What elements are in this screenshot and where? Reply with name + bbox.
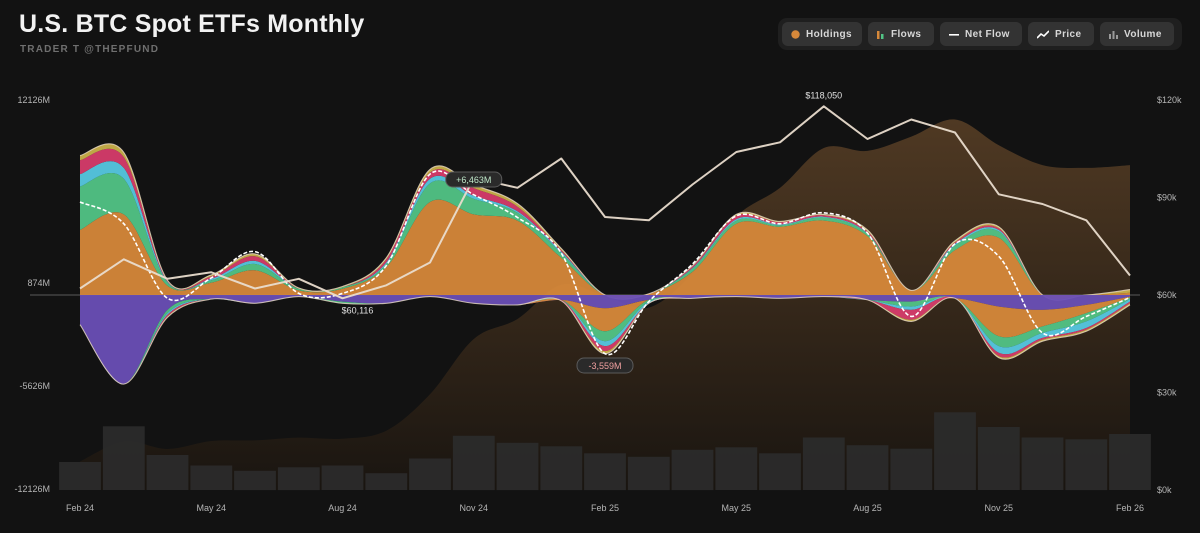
- volume-bar-jun-24: [234, 470, 276, 491]
- bars-icon: [877, 30, 885, 39]
- right-axis-tick-4: $0k: [1157, 485, 1172, 495]
- volume-bar-sep-24: [365, 473, 408, 490]
- volume-layer: [59, 412, 1151, 491]
- volume-bar-may-24: [190, 465, 233, 490]
- volume-bar-oct-25: [934, 412, 976, 490]
- x-axis-tick-2: Aug 24: [328, 503, 357, 513]
- toggle-price-label: Price: [1055, 28, 1082, 40]
- x-axis-tick-7: Nov 25: [984, 503, 1013, 513]
- toggle-volume-button[interactable]: Volume: [1100, 22, 1174, 46]
- volume-bar-may-25: [715, 447, 758, 490]
- toggle-volume-label: Volume: [1124, 28, 1162, 40]
- toggle-net-flow-label: Net Flow: [965, 28, 1010, 40]
- series-toggle-toolbar: Holdings Flows Net Flow Price Volume: [778, 18, 1182, 50]
- lines-layer: [79, 105, 1131, 356]
- volume-bar-feb-26: [1109, 434, 1151, 490]
- volume-bar-jan-26: [1065, 439, 1108, 491]
- dash-icon: [949, 30, 959, 39]
- right-axis-tick-0: $120k: [1157, 95, 1182, 105]
- volume-bar-jun-25: [759, 453, 801, 491]
- x-axis-tick-4: Feb 25: [591, 503, 619, 513]
- x-axis-tick-6: Aug 25: [853, 503, 882, 513]
- volume-bar-dec-24: [496, 442, 539, 491]
- page-title: U.S. BTC Spot ETFs Monthly: [19, 10, 365, 38]
- volume-bar-jan-25: [540, 446, 583, 491]
- outflow-area-gbtc: [80, 295, 1130, 385]
- flow-annotation-badge-3: [576, 357, 634, 374]
- volume-bar-oct-24: [409, 458, 451, 490]
- x-axis-tick-3: Nov 24: [459, 503, 488, 513]
- left-axis-tick-1: 874M: [27, 278, 50, 288]
- flow-annotation-3: -3,559M: [588, 361, 621, 371]
- left-axis-tick-0: 12126M: [17, 95, 50, 105]
- toggle-flows-label: Flows: [891, 28, 922, 40]
- volume-bar-sep-25: [890, 448, 933, 490]
- right-axis-tick-1: $90k: [1157, 193, 1177, 203]
- volume-bar-jul-25: [802, 437, 845, 490]
- annotation-layer: $118,050 $60,116 +6,463M -3,559M: [342, 90, 842, 374]
- volume-bar-jul-24: [277, 467, 320, 491]
- toggle-price-button[interactable]: Price: [1028, 22, 1094, 46]
- volume-bar-feb-25: [584, 453, 626, 491]
- toggle-flows-button[interactable]: Flows: [868, 22, 934, 46]
- volume-bar-aug-24: [321, 465, 364, 490]
- toggle-net-flow-button[interactable]: Net Flow: [940, 22, 1022, 46]
- left-axis-tick-2: -5626M: [19, 381, 50, 391]
- dot-icon: [791, 29, 800, 39]
- net-flow-line: [79, 170, 1131, 356]
- toggle-holdings-button[interactable]: Holdings: [782, 22, 862, 46]
- trend-icon: [1037, 29, 1049, 39]
- volume-bar-aug-25: [846, 445, 889, 490]
- volume-bar-nov-25: [977, 427, 1020, 490]
- outflow-bottom-edge: [79, 296, 1131, 385]
- volume-bar-apr-24: [146, 455, 189, 490]
- x-axis-tick-5: May 25: [721, 503, 751, 513]
- volume-bar-nov-24: [452, 435, 495, 491]
- inflow-area-ibit: [80, 199, 1130, 300]
- left-axis-tick-3: -12126M: [14, 484, 50, 494]
- flow-annotation-badge-2: [445, 171, 503, 188]
- flows-layer: [79, 143, 1131, 385]
- right-axis-tick-2: $60k: [1157, 290, 1177, 300]
- flow-annotation-2: +6,463M: [456, 175, 491, 185]
- inflow-top-edge: [79, 143, 1131, 301]
- right-axis-tick-3: $30k: [1157, 388, 1177, 398]
- page-subtitle: TRADER T @THEPFUND: [20, 44, 160, 55]
- volume-bar-mar-24: [102, 426, 145, 490]
- volume-bar-apr-25: [671, 449, 714, 491]
- outflow-area-ibit: [80, 296, 1130, 385]
- price-annotation-1: $60,116: [342, 305, 374, 315]
- x-axis-tick-1: May 24: [196, 503, 226, 513]
- volume-bar-dec-25: [1021, 437, 1064, 490]
- x-axis-tick-0: Feb 24: [66, 503, 94, 513]
- price-line: [79, 105, 1131, 300]
- volume-bar-feb-24: [59, 462, 101, 490]
- price-annotation-0: $118,050: [805, 90, 842, 100]
- toggle-holdings-label: Holdings: [806, 28, 852, 40]
- outflow-area-fbtc: [80, 296, 1130, 385]
- x-axis-tick-8: Feb 26: [1116, 503, 1144, 513]
- volume-bar-mar-25: [627, 456, 670, 491]
- volume-icon: [1109, 30, 1118, 39]
